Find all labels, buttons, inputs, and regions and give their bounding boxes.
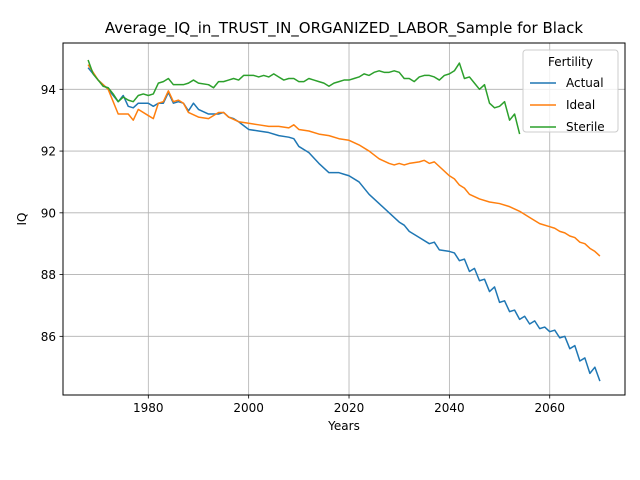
y-tick-label: 94	[41, 83, 56, 97]
y-tick-label: 88	[41, 268, 56, 282]
y-tick-label: 86	[41, 330, 56, 344]
axis-ticks: 1980 2000 2020 2040 2060 86 88 90 92 94	[41, 83, 565, 415]
x-tick-label: 2020	[334, 401, 365, 415]
y-tick-label: 92	[41, 145, 56, 159]
plot-area-frame	[62, 42, 626, 396]
series-line-actual	[87, 67, 601, 382]
y-tick-label: 90	[41, 206, 56, 220]
series-lines	[87, 59, 601, 382]
legend-label-sterile: Sterile	[566, 120, 605, 134]
legend-title: Fertility	[548, 55, 593, 69]
y-axis-title: IQ	[15, 213, 29, 226]
legend: Fertility Actual Ideal Sterile	[522, 49, 619, 134]
chart-title: Average_IQ_in_TRUST_IN_ORGANIZED_LABOR_S…	[105, 19, 583, 38]
x-tick-label: 1980	[133, 401, 164, 415]
legend-label-ideal: Ideal	[566, 98, 595, 112]
x-tick-label: 2040	[434, 401, 465, 415]
x-tick-label: 2000	[233, 401, 264, 415]
legend-box	[522, 49, 619, 133]
legend-label-actual: Actual	[566, 76, 604, 90]
x-tick-label: 2060	[534, 401, 565, 415]
x-axis-title: Years	[327, 419, 360, 433]
series-line-ideal	[87, 64, 601, 257]
series-line-sterile	[87, 59, 521, 135]
legend-items: Actual Ideal Sterile	[530, 76, 605, 134]
